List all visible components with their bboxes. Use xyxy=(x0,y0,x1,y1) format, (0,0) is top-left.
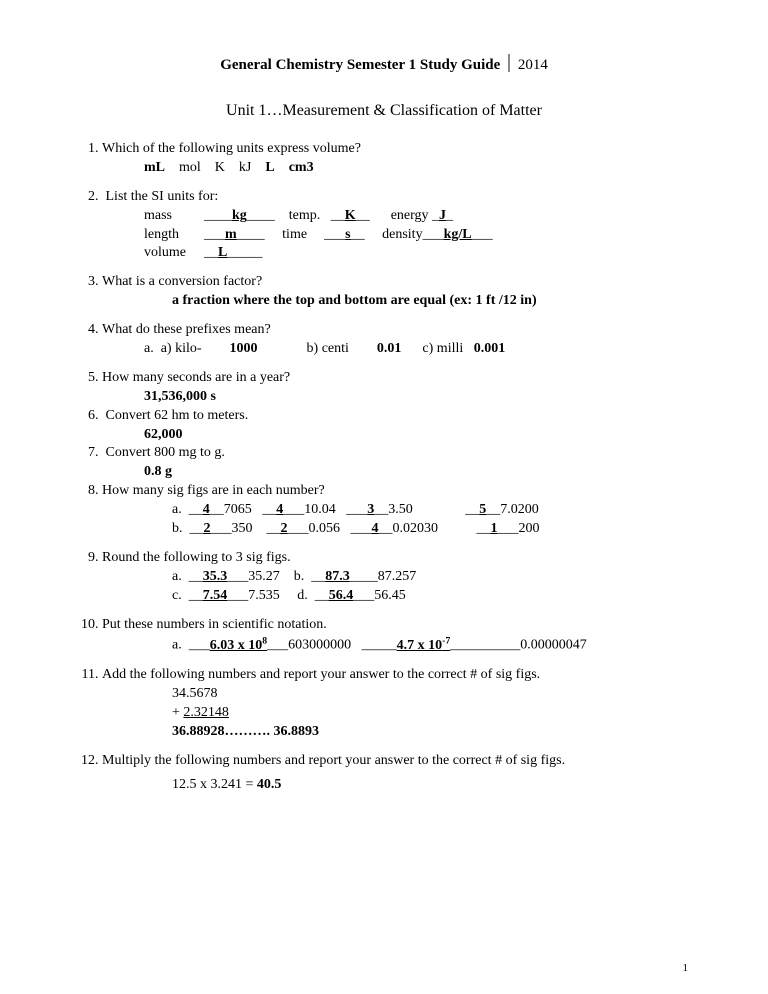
q11-sum: 36.88928………. 36.8893 xyxy=(172,724,319,739)
q7-text: Convert 800 mg to g. xyxy=(106,445,225,460)
q10-b-exp: -7 xyxy=(442,635,450,646)
unit-title: Unit 1…Measurement & Classification of M… xyxy=(80,102,688,120)
header-separator xyxy=(508,54,510,72)
page-number: 1 xyxy=(683,962,689,974)
q8b-2v: 0.056 xyxy=(309,521,341,536)
q10: Put these numbers in scientific notation… xyxy=(102,616,688,656)
q1-opt-kJ: kJ xyxy=(239,160,251,175)
q12-text: Multiply the following numbers and repor… xyxy=(102,753,565,768)
q8b-2a: 2 xyxy=(281,521,288,536)
q1-opt-cm3: cm3 xyxy=(289,160,314,175)
q12-expr: 12.5 x 3.241 = xyxy=(172,777,257,792)
q8b-4v: 200 xyxy=(519,521,540,536)
q2-volume-label: volume xyxy=(144,244,204,263)
q12-ans: 40.5 xyxy=(257,777,282,792)
q8a-1a: 4 xyxy=(203,502,210,517)
q1-opt-mol: mol xyxy=(179,160,201,175)
q8: How many sig figs are in each number? a.… xyxy=(102,482,688,539)
q4-a-label: a) kilo- xyxy=(161,341,202,356)
q10-a-base: 6.03 x 10 xyxy=(210,638,263,653)
q9-c-ans: 7.54 xyxy=(203,588,228,603)
q4: What do these prefixes mean? a. a) kilo-… xyxy=(102,321,688,359)
q9-text: Round the following to 3 sig figs. xyxy=(102,550,291,565)
q8a-4v: 7.0200 xyxy=(500,502,539,517)
q1: Which of the following units express vol… xyxy=(102,140,688,178)
q8b-3a: 4 xyxy=(372,521,379,536)
q2-density-label: density xyxy=(382,227,422,242)
q2-temp-label: temp. xyxy=(289,207,331,226)
q9-d-ans: 56.4 xyxy=(329,588,354,603)
q11: Add the following numbers and report you… xyxy=(102,666,688,742)
q1-text: Which of the following units express vol… xyxy=(102,141,361,156)
q8a-3v: 3.50 xyxy=(388,502,413,517)
q1-opt-L: L xyxy=(265,160,274,175)
q7-answer: 0.8 g xyxy=(144,463,688,482)
document-header: General Chemistry Semester 1 Study Guide… xyxy=(80,54,688,74)
q7: Convert 800 mg to g. 0.8 g xyxy=(102,444,688,482)
q8b-4a: 1 xyxy=(491,521,498,536)
q3-answer: a fraction where the top and bottom are … xyxy=(172,292,688,311)
q6-answer: 62,000 xyxy=(144,426,688,445)
q2-mass-label: mass xyxy=(144,207,204,226)
q5-text: How many seconds are in a year? xyxy=(102,370,290,385)
question-list: Which of the following units express vol… xyxy=(80,140,688,795)
q8a-3a: 3 xyxy=(367,502,374,517)
q8a-1v: 7065 xyxy=(224,502,252,517)
q11-n2: 2.32148 xyxy=(183,705,229,720)
q2: List the SI units for: mass____kg____ te… xyxy=(102,188,688,264)
q4-b-ans: 0.01 xyxy=(377,341,402,356)
q4-b-label: b) centi xyxy=(307,341,349,356)
q10-b-val: 0.00000047 xyxy=(520,638,587,653)
q5-answer: 31,536,000 s xyxy=(144,388,688,407)
q8b-1v: 350 xyxy=(232,521,253,536)
q2-temp: K xyxy=(345,208,356,223)
q10-b-ans: 4.7 x 10-7 xyxy=(397,638,451,653)
page-container: General Chemistry Semester 1 Study Guide… xyxy=(0,0,768,994)
q9: Round the following to 3 sig figs. a. __… xyxy=(102,549,688,606)
q2-time: s xyxy=(345,227,350,242)
q11-n1: 34.5678 xyxy=(172,686,218,701)
q2-length: m xyxy=(225,227,237,242)
q1-opt-K: K xyxy=(215,160,225,175)
q8a-2v: 10.04 xyxy=(304,502,336,517)
q4-c-label: c) milli xyxy=(422,341,463,356)
q4-a-ans: 1000 xyxy=(230,341,258,356)
q9-a-ans: 35.3 xyxy=(203,569,228,584)
q9-a-val: 35.27 xyxy=(248,569,280,584)
q9-d-val: 56.45 xyxy=(374,588,406,603)
q12: Multiply the following numbers and repor… xyxy=(102,752,688,796)
q5: How many seconds are in a year? 31,536,0… xyxy=(102,369,688,407)
q10-b-base: 4.7 x 10 xyxy=(397,638,443,653)
q6: Convert 62 hm to meters. 62,000 xyxy=(102,407,688,445)
q2-text: List the SI units for: xyxy=(106,189,219,204)
q2-mass: kg xyxy=(232,208,247,223)
q10-a-val: 603000000 xyxy=(288,638,351,653)
doc-year: 2014 xyxy=(518,57,548,73)
q9-b-ans: 87.3 xyxy=(325,569,350,584)
q10-a-ans: 6.03 x 108 xyxy=(210,638,267,653)
q8b-3v: 0.02030 xyxy=(393,521,439,536)
q1-opt-mL: mL xyxy=(144,160,165,175)
q3: What is a conversion factor? a fraction … xyxy=(102,273,688,311)
q3-text: What is a conversion factor? xyxy=(102,274,262,289)
q2-length-label: length xyxy=(144,226,204,245)
q4-c-ans: 0.001 xyxy=(474,341,506,356)
q8b-1a: 2 xyxy=(204,521,211,536)
q2-energy-label: energy xyxy=(391,208,429,223)
q10-a-exp: 8 xyxy=(262,635,267,646)
q6-text: Convert 62 hm to meters. xyxy=(106,408,249,423)
q2-volume: L xyxy=(218,245,227,260)
q10-text: Put these numbers in scientific notation… xyxy=(102,617,327,632)
q9-b-val: 87.257 xyxy=(378,569,417,584)
doc-title: General Chemistry Semester 1 Study Guide xyxy=(220,57,500,73)
q2-energy: J xyxy=(439,208,446,223)
q8a-4a: 5 xyxy=(479,502,486,517)
q2-density: kg/L xyxy=(444,227,472,242)
q4-text: What do these prefixes mean? xyxy=(102,322,271,337)
q2-time-label: time xyxy=(282,226,324,245)
q9-c-val: 7.535 xyxy=(248,588,280,603)
q8-text: How many sig figs are in each number? xyxy=(102,483,325,498)
q11-text: Add the following numbers and report you… xyxy=(102,667,540,682)
q8a-2a: 4 xyxy=(276,502,283,517)
